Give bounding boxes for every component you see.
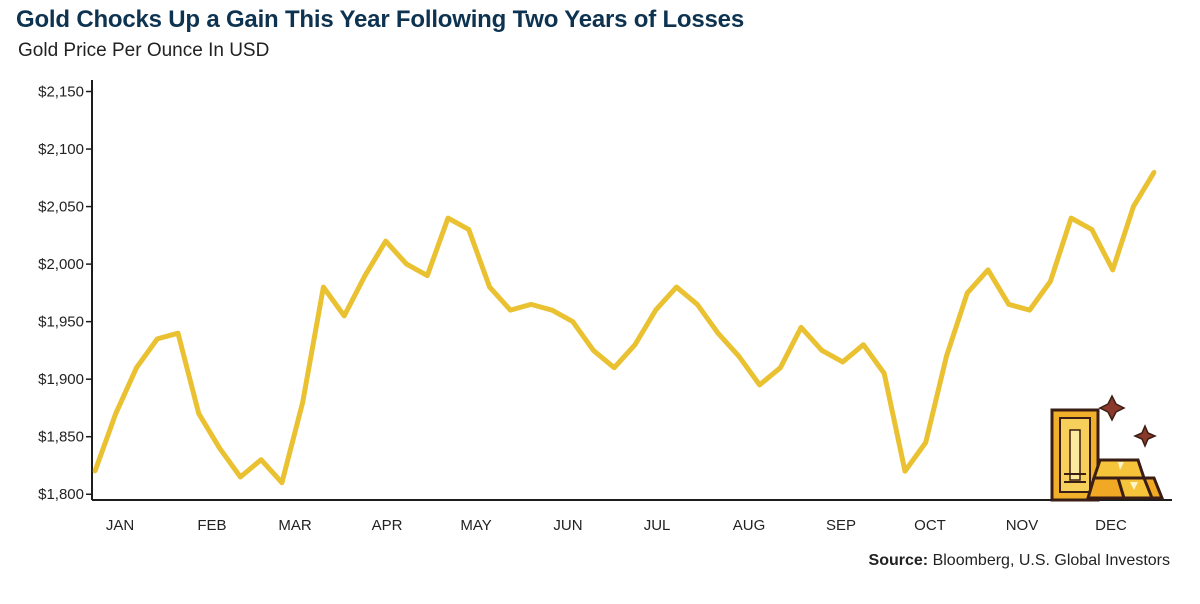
data-point	[570, 319, 575, 324]
x-tick-label: APR	[372, 517, 403, 534]
data-point	[965, 290, 970, 296]
x-tick-label: MAR	[278, 517, 312, 534]
data-point	[1006, 302, 1012, 307]
data-point	[881, 371, 887, 376]
data-point	[113, 411, 118, 416]
x-tick-label: MAY	[460, 517, 491, 534]
y-tick-label: $2,150	[38, 84, 84, 101]
data-point	[508, 307, 513, 313]
data-point	[611, 365, 617, 370]
data-point	[466, 227, 472, 232]
data-point	[798, 325, 804, 330]
data-point	[736, 353, 742, 359]
source-label: Source:	[868, 552, 929, 569]
data-point	[653, 307, 658, 313]
data-point	[778, 365, 783, 370]
data-point	[134, 365, 139, 370]
data-point	[238, 474, 243, 480]
data-point	[279, 480, 285, 485]
data-point	[549, 307, 555, 313]
source-text: Bloomberg, U.S. Global Investors	[932, 552, 1170, 569]
x-tick-label: JUN	[553, 517, 582, 534]
data-point	[1089, 227, 1095, 232]
y-tick-label: $2,000	[38, 256, 84, 273]
data-point	[155, 336, 160, 342]
x-tick-label: FEB	[197, 517, 226, 534]
x-tick-label: JAN	[106, 517, 134, 534]
data-point	[1151, 169, 1157, 175]
data-point	[217, 446, 222, 451]
y-tick-label: $1,800	[38, 486, 84, 503]
data-point	[591, 348, 596, 353]
data-point	[362, 273, 368, 278]
data-point	[1110, 267, 1115, 273]
data-point	[445, 215, 451, 221]
gold-price-line	[92, 170, 1157, 486]
x-tick-label: JUL	[644, 517, 671, 534]
data-point	[487, 284, 492, 290]
sparkle-icon	[1098, 394, 1126, 422]
y-tick-label: $2,050	[38, 199, 84, 216]
x-tick-label: NOV	[1006, 517, 1039, 534]
data-point	[1027, 307, 1032, 313]
data-point	[1131, 204, 1136, 209]
x-tick-label: DEC	[1095, 517, 1127, 534]
data-point	[944, 353, 949, 359]
data-point	[383, 238, 388, 244]
data-point	[1048, 279, 1053, 284]
data-point	[840, 359, 845, 365]
y-axis: $1,800 $1,850 $1,900 $1,950 $2,000 $2,050 $2,1…	[38, 80, 93, 503]
data-point	[258, 457, 264, 462]
source-note: Source: Bloomberg, U.S. Global Investors	[869, 552, 1170, 570]
data-point	[92, 469, 98, 474]
data-point	[923, 440, 928, 445]
gold-bars-icon	[1050, 394, 1165, 502]
data-point	[528, 302, 534, 307]
x-tick-label: AUG	[733, 517, 766, 534]
data-point	[985, 267, 991, 273]
data-point	[695, 302, 700, 307]
data-point	[175, 330, 181, 336]
chart-title: Gold Chocks Up a Gain This Year Followin…	[16, 6, 744, 33]
data-point	[819, 348, 825, 353]
data-point	[861, 342, 866, 347]
data-point	[715, 330, 721, 336]
data-point	[757, 382, 762, 388]
data-point	[321, 284, 326, 290]
x-tick-label: SEP	[826, 517, 856, 534]
data-point	[632, 342, 638, 347]
data-point	[341, 313, 347, 319]
x-axis: JAN FEB MAR APR MAY JUN JUL AUG SEP OCT NOV DEC	[92, 499, 1172, 534]
data-point	[1068, 215, 1074, 221]
data-point	[902, 469, 908, 474]
y-tick-label: $2,100	[38, 141, 84, 158]
data-point	[674, 284, 679, 290]
data-point	[404, 261, 409, 267]
sparkle-icon	[1133, 424, 1157, 448]
y-tick-label: $1,850	[38, 429, 84, 446]
data-point	[300, 399, 305, 405]
chart-subtitle: Gold Price Per Ounce In USD	[18, 40, 270, 61]
x-tick-label: OCT	[914, 517, 946, 534]
y-tick-label: $1,900	[38, 371, 84, 388]
data-point	[196, 411, 202, 416]
data-point	[425, 273, 430, 278]
plot-area	[92, 169, 1157, 486]
y-tick-label: $1,950	[38, 314, 84, 331]
